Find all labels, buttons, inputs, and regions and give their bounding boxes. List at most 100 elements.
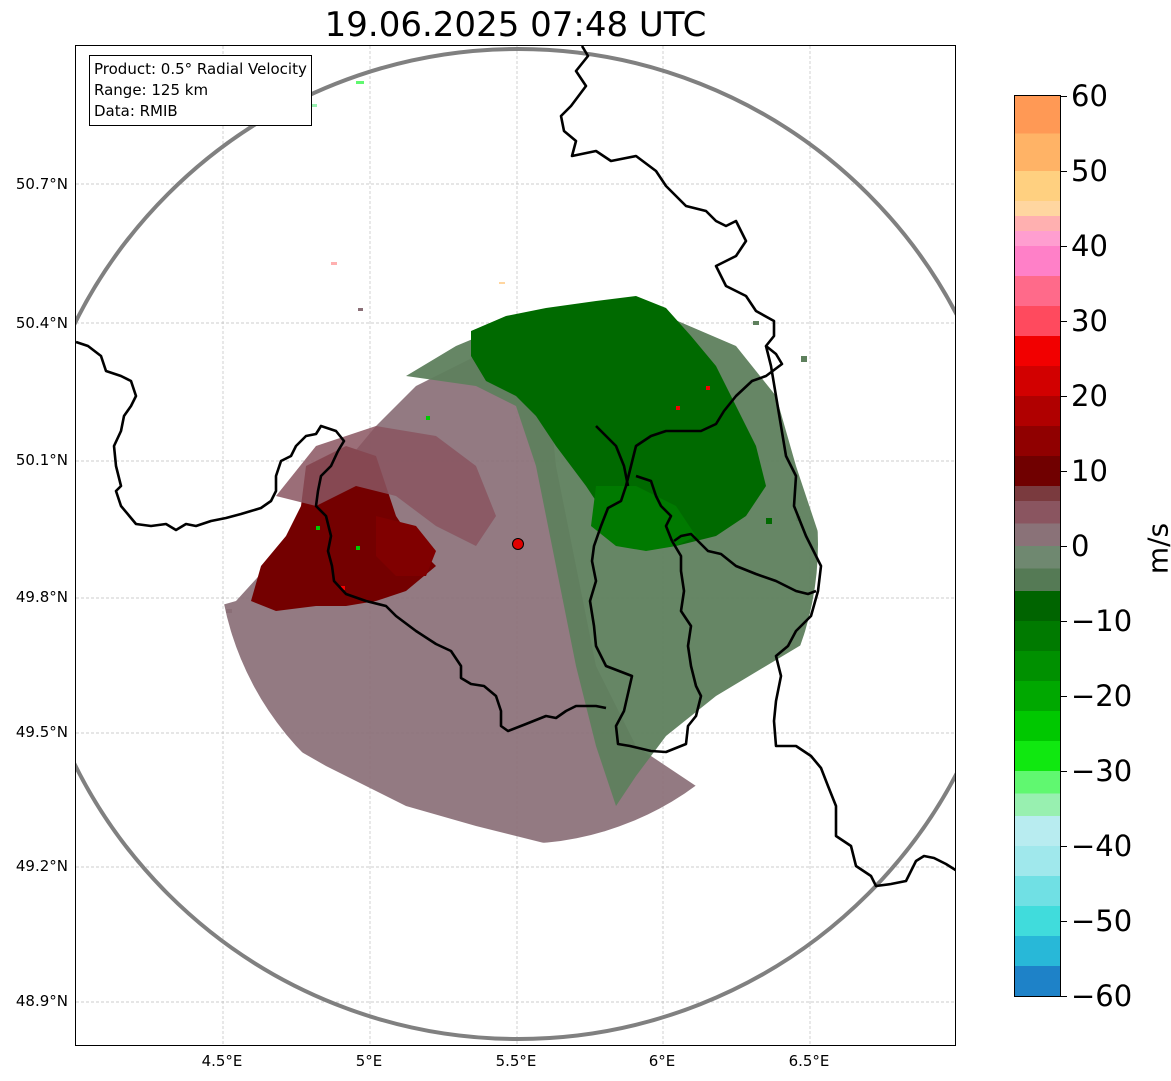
colorbar-band [1015, 681, 1060, 712]
country-borders [76, 46, 955, 888]
colorbar-band [1015, 591, 1060, 622]
colorbar-unit-label: m/s [1141, 522, 1171, 575]
colorbar-tick-label: −50 [1071, 904, 1133, 938]
echo-speckle [801, 356, 807, 362]
colorbar-band [1015, 456, 1060, 487]
colorbar-tick-label: −60 [1071, 979, 1133, 1013]
border-lu-fr [673, 532, 817, 596]
colorbar-tick-label: −20 [1071, 679, 1133, 713]
colorbar-band [1015, 846, 1060, 877]
colorbar-tick-label: 0 [1071, 529, 1090, 563]
velocity-colorbar [1014, 95, 1061, 997]
colorbar-band [1015, 501, 1060, 524]
lat-label-49-2: 49.2°N [15, 857, 68, 875]
lon-label-6: 6°E [648, 1052, 676, 1070]
colorbar-band [1015, 906, 1060, 937]
lat-label-50-4: 50.4°N [15, 314, 68, 332]
colorbar-band [1015, 201, 1060, 217]
colorbar-band [1015, 276, 1060, 307]
colorbar-tick [1061, 995, 1067, 997]
colorbar-tick-label: 20 [1071, 379, 1108, 413]
colorbar-band [1015, 876, 1060, 907]
colorbar-tick [1061, 395, 1067, 397]
colorbar-band [1015, 306, 1060, 337]
colorbar-tick-label: 50 [1071, 154, 1108, 188]
colorbar-band [1015, 246, 1060, 277]
colorbar-band [1015, 133, 1060, 172]
radar-map-canvas [76, 46, 955, 1045]
colorbar-tick [1061, 470, 1067, 472]
velocity-echoes [218, 296, 818, 844]
radar-site-marker [512, 538, 524, 550]
border-lu-inner [595, 425, 630, 487]
colorbar-band [1015, 546, 1060, 569]
colorbar-tick [1061, 695, 1067, 697]
colorbar-band [1015, 936, 1060, 967]
echo-outbound-weak [218, 346, 818, 844]
lat-label-49-8: 49.8°N [15, 588, 68, 606]
lat-label-48-9: 48.9°N [15, 992, 68, 1010]
lon-label-6-5: 6.5°E [788, 1052, 830, 1070]
product-info-box: Product: 0.5° Radial Velocity Range: 125… [89, 55, 312, 126]
colorbar-tick [1061, 245, 1067, 247]
border-lu [635, 474, 674, 542]
colorbar-band [1015, 816, 1060, 847]
colorbar-tick [1061, 845, 1067, 847]
colorbar-tick [1061, 320, 1067, 322]
border-fr-de [764, 345, 955, 888]
colorbar-band [1015, 366, 1060, 397]
colorbar-tick-label: 60 [1071, 79, 1108, 113]
colorbar-tick-label: −40 [1071, 829, 1133, 863]
colorbar-band [1015, 396, 1060, 427]
colorbar-tick-label: −10 [1071, 604, 1133, 638]
colorbar-bands [1015, 96, 1060, 996]
colorbar-tick [1061, 920, 1067, 922]
outer-speckles [312, 81, 807, 362]
colorbar-band [1015, 621, 1060, 652]
colorbar-band [1015, 651, 1060, 682]
colorbar-band [1015, 793, 1060, 817]
colorbar-tick [1061, 95, 1067, 97]
colorbar-tick [1061, 620, 1067, 622]
lon-label-4-5: 4.5°E [201, 1052, 243, 1070]
range-label: Range: 125 km [94, 81, 209, 99]
data-source-label: Data: RMIB [94, 102, 178, 120]
colorbar-tick-label: 40 [1071, 229, 1108, 263]
colorbar-band [1015, 96, 1060, 134]
colorbar-band [1015, 523, 1060, 547]
colorbar-band [1015, 171, 1060, 202]
colorbar-band [1015, 426, 1060, 457]
echo-inbound-strong [471, 296, 766, 546]
map-title: 19.06.2025 07:48 UTC [324, 5, 707, 45]
radar-map[interactable] [75, 45, 956, 1046]
colorbar-band [1015, 966, 1060, 996]
colorbar-band [1015, 336, 1060, 367]
lat-label-50-7: 50.7°N [15, 175, 68, 193]
colorbar-band [1015, 771, 1060, 794]
lon-label-5-5: 5.5°E [495, 1052, 537, 1070]
border-be-fr [76, 340, 607, 733]
range-ring [76, 47, 955, 1041]
lon-label-5: 5°E [355, 1052, 383, 1070]
colorbar-tick-label: −30 [1071, 754, 1133, 788]
colorbar-band [1015, 486, 1060, 502]
echo-speckle [356, 81, 364, 84]
colorbar-tick [1061, 170, 1067, 172]
colorbar-tick-label: 10 [1071, 454, 1108, 488]
colorbar-tick [1061, 545, 1067, 547]
colorbar-band [1015, 216, 1060, 232]
echo-speckle [312, 104, 317, 107]
colorbar-tick-label: 30 [1071, 304, 1108, 338]
echo-outbound-med [276, 426, 496, 546]
colorbar-band [1015, 711, 1060, 742]
lat-label-49-5: 49.5°N [15, 723, 68, 741]
colorbar-band [1015, 568, 1060, 592]
colorbar-tick [1061, 770, 1067, 772]
echo-speckle [358, 308, 363, 311]
colorbar-band [1015, 741, 1060, 772]
echo-speckle [331, 262, 337, 265]
echo-speckle [753, 321, 759, 325]
border-be-nl-de [559, 46, 784, 754]
colorbar-band [1015, 231, 1060, 247]
echo-outbound-strong-2 [376, 516, 436, 576]
